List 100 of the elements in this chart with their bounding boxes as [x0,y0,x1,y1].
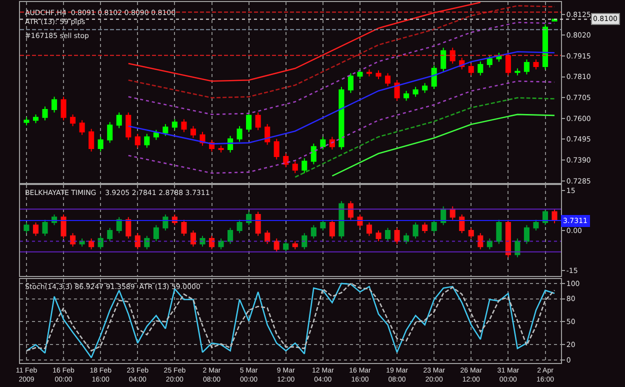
candlestick [486,238,492,250]
candlestick [366,222,372,236]
candlestick [310,143,316,165]
candlestick [320,219,326,232]
candlestick [357,214,363,228]
candlestick [218,238,224,250]
candlestick [218,145,224,154]
candlestick [162,214,168,232]
candlestick [181,219,187,236]
candlestick [468,227,474,240]
candlestick [24,222,30,234]
candlestick [264,230,270,244]
candlestick [52,96,58,113]
candlestick [357,68,363,80]
candlestick [32,114,39,124]
candlestick [338,86,344,150]
candlestick [329,219,335,240]
candlestick [422,222,428,234]
candlestick [70,114,76,127]
candlestick [172,118,178,131]
candlestick [440,47,446,72]
candlestick [412,86,418,98]
candlestick [255,112,261,131]
candlestick [60,96,66,121]
candlestick [292,160,298,174]
candlestick [404,232,410,244]
candlestick [366,68,372,77]
candlestick [310,224,316,240]
candlestick [376,230,382,242]
candlestick [422,82,428,94]
candlestick [32,222,39,236]
candlestick [533,219,539,232]
candlestick [450,47,456,64]
candlestick [404,90,410,102]
candlestick [292,240,298,250]
candlestick [274,138,280,160]
candlestick [60,214,66,240]
candlestick [134,232,140,250]
candlestick [98,136,104,152]
candlestick [208,235,215,250]
candlestick [255,211,261,236]
candlestick [228,227,234,244]
candlestick [302,158,308,174]
candlestick [412,222,418,240]
candlestick [394,80,400,102]
candlestick [542,24,548,70]
candlestick [496,219,502,244]
candlestick [542,208,548,226]
candlestick [376,70,382,80]
candlestick [320,136,326,150]
candlestick [79,238,85,248]
candlestick [88,128,94,152]
candlestick [79,120,85,136]
line-series [128,51,556,144]
candlestick [283,240,289,252]
candlestick [348,200,354,220]
candlestick [478,60,484,76]
candlestick [524,224,530,244]
candlestick [70,232,76,248]
candlestick [524,59,530,75]
line-series [128,80,556,174]
candlestick [116,216,122,234]
candlestick [126,216,132,240]
line-series [294,97,556,178]
candlestick [153,224,159,242]
candlestick [348,72,354,94]
line-series [128,22,556,116]
candlestick [338,200,344,240]
candlestick [190,126,196,138]
candlestick [302,232,308,250]
candlestick [144,235,150,250]
candlestick [107,122,113,144]
candlestick [264,124,270,146]
candlestick [42,106,48,121]
candlestick [98,235,104,250]
candlestick [200,235,206,248]
candlestick [468,62,474,76]
candlestick [88,238,94,250]
candlestick [162,124,168,136]
candlestick [505,52,511,76]
candlestick [283,153,289,168]
candlestick [431,64,437,90]
candlestick [385,72,391,87]
candlestick [107,227,113,242]
candlestick [514,68,520,76]
candlestick [394,227,400,244]
candlestick [126,112,132,140]
candlestick [514,238,520,258]
line-series [332,114,556,177]
candlestick [144,133,150,148]
candlestick [236,126,242,142]
candlestick [42,219,48,236]
candlestick [153,129,159,140]
candlestick [459,214,465,234]
candlestick [134,133,140,148]
candlestick [274,238,280,252]
candlestick [385,227,391,242]
candlestick [190,230,196,248]
candlestick [24,116,30,126]
candlestick [181,118,187,133]
